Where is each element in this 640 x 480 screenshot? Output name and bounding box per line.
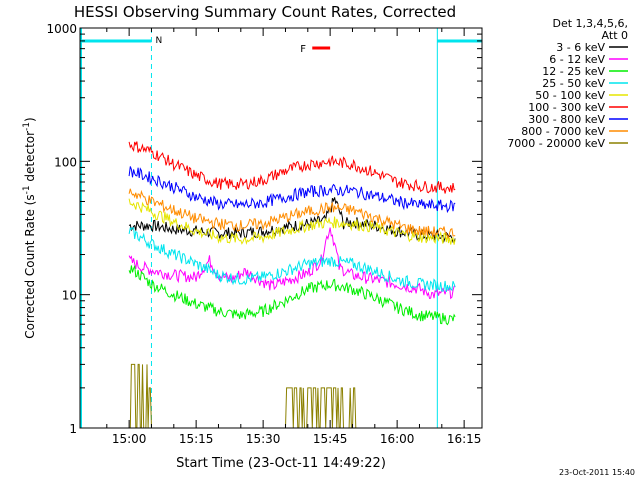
y-tick-label: 100 bbox=[54, 155, 77, 169]
series-line bbox=[128, 226, 456, 292]
night-label: N bbox=[155, 36, 162, 46]
plot-frame bbox=[79, 27, 483, 429]
x-tick-label: 15:15 bbox=[179, 432, 214, 446]
legend-entry-label: 12 - 25 keV bbox=[542, 65, 605, 78]
y-tick-label: 10 bbox=[62, 289, 77, 303]
legend-entry-label: 50 - 100 keV bbox=[535, 89, 605, 102]
legend-entry-label: 3 - 6 keV bbox=[556, 41, 605, 54]
chart-title: HESSI Observing Summary Count Rates, Cor… bbox=[74, 3, 456, 21]
x-tick-label: 15:00 bbox=[112, 432, 147, 446]
plot-area: NF bbox=[80, 28, 483, 429]
x-tick-label: 16:15 bbox=[447, 432, 482, 446]
flare-flag-label: F bbox=[300, 44, 306, 55]
series-line bbox=[128, 188, 456, 240]
legend-entry-label: 6 - 12 keV bbox=[549, 53, 605, 66]
x-axis-label: Start Time (23-Oct-11 14:49:22) bbox=[176, 456, 386, 471]
legend-header-attenuator: Att 0 bbox=[602, 29, 628, 42]
series-line bbox=[128, 198, 456, 246]
y-axis: 1 10 100 1000 bbox=[46, 22, 482, 436]
x-tick-label: 15:45 bbox=[313, 432, 348, 446]
series-line bbox=[128, 227, 456, 300]
series-line bbox=[129, 363, 456, 429]
series-line bbox=[128, 166, 456, 214]
legend-entry-label: 100 - 300 keV bbox=[528, 101, 605, 114]
x-axis: 15:00 15:15 15:30 15:45 16:00 16:15 bbox=[106, 28, 482, 446]
series-line bbox=[128, 141, 456, 194]
x-tick-label: 15:30 bbox=[246, 432, 281, 446]
legend-entry-label: 25 - 50 keV bbox=[542, 77, 605, 90]
legend-entry-label: 800 - 7000 keV bbox=[521, 125, 605, 138]
y-tick-label: 1 bbox=[69, 422, 77, 436]
legend-entry-label: 7000 - 20000 keV bbox=[507, 137, 605, 150]
legend-entry-label: 300 - 800 keV bbox=[528, 113, 605, 126]
y-axis-label: Corrected Count Rate (s-1 detector-1) bbox=[22, 117, 37, 338]
series-line bbox=[128, 264, 456, 326]
y-tick-label: 1000 bbox=[46, 22, 77, 36]
legend-header-detectors: Det 1,3,4,5,6, bbox=[552, 17, 628, 30]
timestamp: 23-Oct-2011 15:40 bbox=[559, 468, 635, 477]
x-tick-label: 16:00 bbox=[380, 432, 415, 446]
